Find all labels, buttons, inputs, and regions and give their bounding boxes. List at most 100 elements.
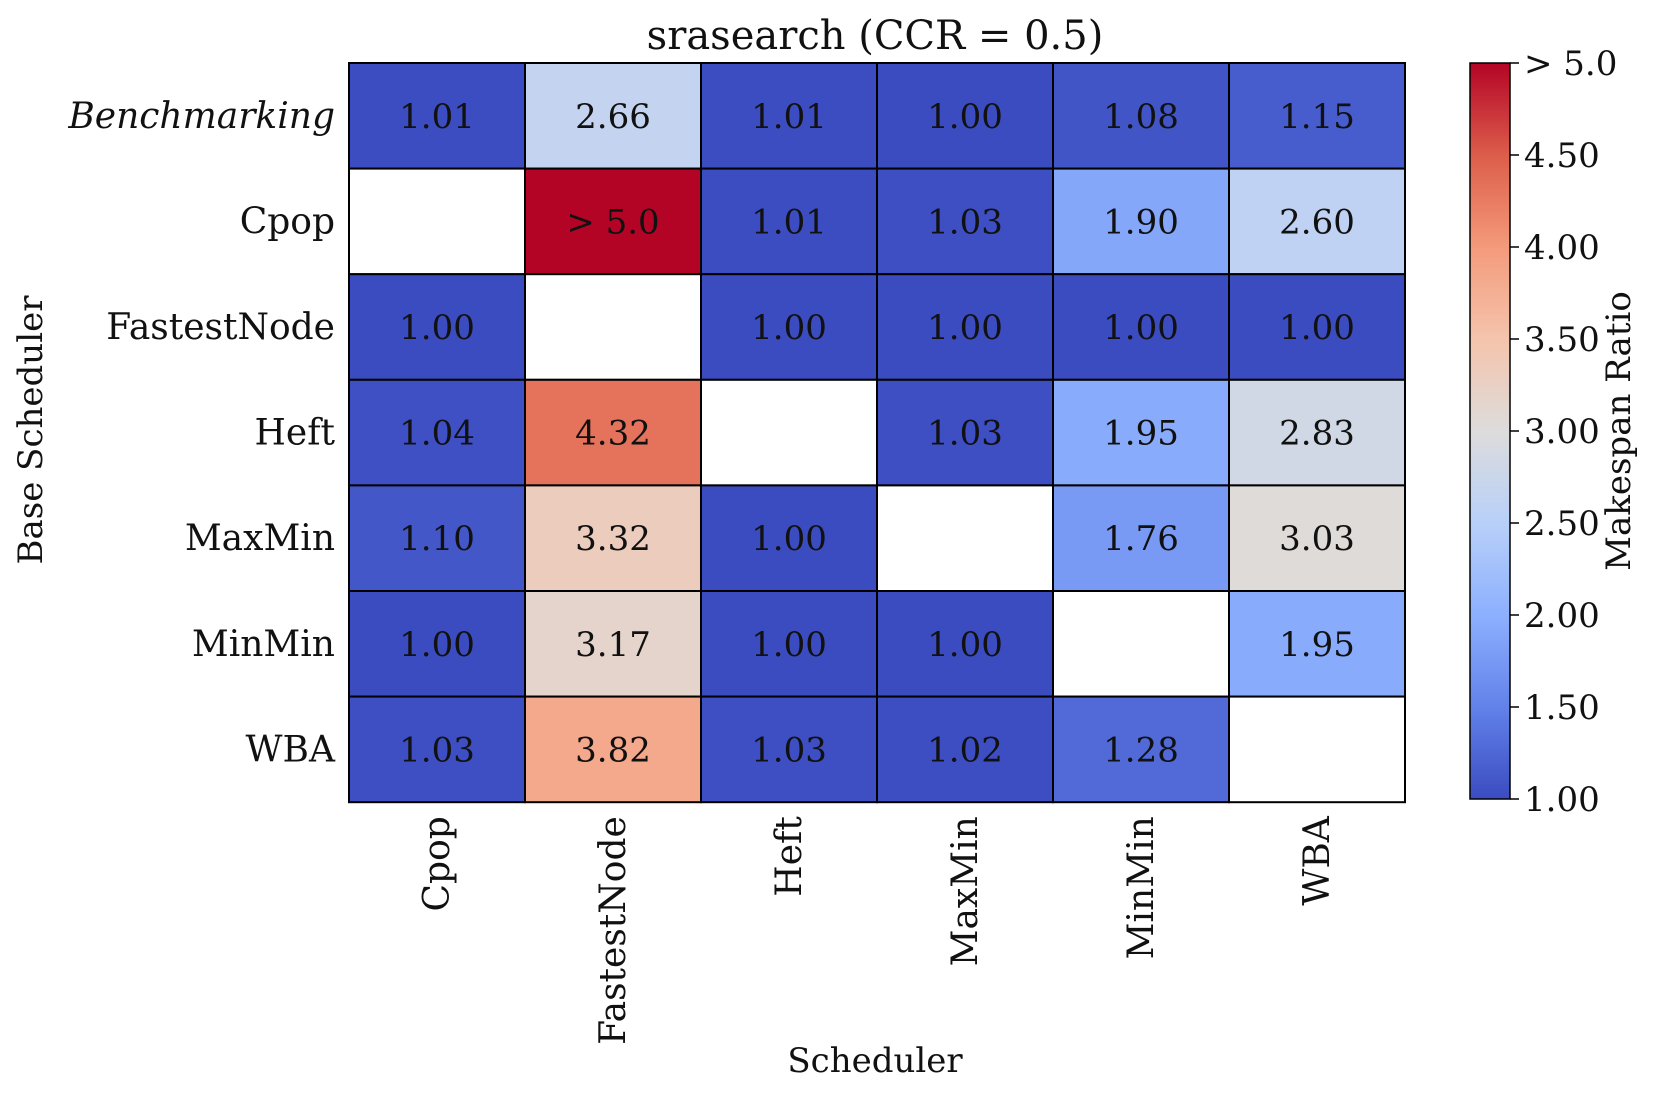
heatmap-cell-heft-minmin (1052, 378, 1230, 487)
cell-value-label: 1.01 (399, 97, 475, 137)
x-tick-labels: Cpop FastestNode Heft MaxMin MinMin WBA (417, 815, 1338, 1045)
colorbar-label: Makespan Ratio (1599, 291, 1639, 571)
colorbar-tick-label: 2.50 (1524, 504, 1600, 544)
heatmap-cell-fastestnode-cpop (348, 273, 526, 381)
cell-value-label: 2.66 (575, 97, 651, 137)
colorbar-tick-label: 1.50 (1524, 688, 1600, 728)
cell-value-label: 1.00 (927, 97, 1003, 137)
heatmap-cell-benchmarking-maxmin (876, 62, 1054, 170)
chart-title: srasearch (CCR = 0.5) (647, 13, 1104, 59)
cell-value-label: 1.28 (1103, 730, 1179, 770)
heatmap-cell-minmin-heft (700, 590, 878, 698)
x-tick-label: MaxMin (945, 816, 986, 966)
heatmap-cell-labels: 1.01 2.66 1.01 1.00 1.08 1.15 > 5.0 1.01 1.03 1.9… (399, 97, 1355, 771)
colorbar-tick-label: 3.50 (1524, 320, 1600, 360)
heatmap-cell-heft-fastestnode (524, 378, 702, 487)
cell-value-label: 1.03 (751, 730, 827, 770)
y-tick-label: FastestNode (106, 307, 335, 348)
x-axis-label: Scheduler (787, 1041, 963, 1081)
y-tick-label: Cpop (240, 201, 335, 242)
x-tick-label: WBA (1297, 815, 1338, 905)
heatmap-cell-wba-heft (700, 695, 878, 804)
heatmap-cell-cpop-wba (1228, 167, 1406, 276)
cell-value-label: 1.02 (927, 730, 1003, 770)
cell-value-label: 1.95 (1103, 414, 1179, 454)
y-tick-labels: Benchmarking Cpop FastestNode Heft MaxMin Min… (67, 96, 336, 771)
heatmap-cell-minmin-wba (1228, 590, 1406, 698)
cell-value-label: 1.03 (927, 202, 1003, 242)
heatmap-cell-heft-heft (700, 378, 878, 487)
cell-value-label: 2.60 (1279, 202, 1355, 242)
y-tick-label: Heft (255, 413, 336, 454)
x-tick-label: MinMin (1121, 816, 1162, 959)
y-tick-label: MinMin (192, 624, 335, 665)
heatmap-cell-maxmin-wba (1228, 484, 1406, 592)
x-tick-label: Cpop (417, 816, 458, 911)
cell-value-label: 1.01 (751, 202, 827, 242)
cell-value-label: 1.00 (927, 308, 1003, 348)
cell-value-label: 1.00 (751, 625, 827, 665)
heatmap-cell-benchmarking-heft (700, 62, 878, 170)
cell-value-label: > 5.0 (566, 202, 659, 242)
cell-value-label: 1.00 (927, 625, 1003, 665)
cell-value-label: 3.17 (575, 625, 651, 665)
heatmap-cell-minmin-cpop (348, 590, 526, 698)
heatmap-cell-heft-maxmin (876, 378, 1054, 487)
cell-value-label: 1.00 (399, 625, 475, 665)
heatmap-cell-minmin-minmin (1052, 590, 1230, 698)
colorbar-tick-label: 3.00 (1524, 412, 1600, 452)
y-tick-label: Benchmarking (67, 96, 335, 137)
heatmap-cell-fastestnode-fastestnode (524, 273, 702, 381)
heatmap-cells (348, 62, 1406, 804)
colorbar-ticks: 1.00 1.50 2.00 2.50 3.00 3.50 4.00 4.50 > 5.0 (1510, 44, 1617, 820)
cell-value-label: 1.00 (1279, 308, 1355, 348)
x-tick-label: FastestNode (593, 816, 634, 1045)
heatmap-cell-cpop-cpop (348, 167, 526, 276)
cell-value-label: 1.00 (751, 308, 827, 348)
cell-value-label: 1.15 (1279, 97, 1355, 137)
cell-value-label: 1.08 (1103, 97, 1179, 137)
cell-value-label: 2.83 (1279, 414, 1355, 454)
colorbar (1469, 62, 1511, 800)
cell-value-label: 1.01 (751, 97, 827, 137)
colorbar-tick-label: > 5.0 (1524, 44, 1617, 84)
cell-value-label: 3.03 (1279, 519, 1355, 559)
heatmap-cell-wba-minmin (1052, 695, 1230, 804)
heatmap-cell-fastestnode-maxmin (876, 273, 1054, 381)
heatmap-cell-minmin-fastestnode (524, 590, 702, 698)
cell-value-label: 1.00 (1103, 308, 1179, 348)
y-tick-label: WBA (246, 729, 336, 770)
heatmap-cell-maxmin-cpop (348, 484, 526, 592)
cell-value-label: 1.04 (399, 414, 475, 454)
cell-value-label: 1.10 (399, 519, 475, 559)
heatmap-cell-benchmarking-wba (1228, 62, 1406, 170)
colorbar-tick-label: 4.00 (1524, 228, 1600, 268)
colorbar-tick-label: 1.00 (1524, 780, 1600, 820)
y-tick-label: MaxMin (185, 518, 335, 559)
cell-value-label: 3.82 (575, 730, 651, 770)
colorbar-tick-label: 2.00 (1524, 596, 1600, 636)
heatmap-cell-maxmin-maxmin (876, 484, 1054, 592)
cell-value-label: 1.76 (1103, 519, 1179, 559)
heatmap-cell-heft-wba (1228, 378, 1406, 487)
cell-value-label: 1.95 (1279, 625, 1355, 665)
heatmap-cell-maxmin-fastestnode (524, 484, 702, 592)
heatmap-cell-benchmarking-fastestnode (524, 62, 702, 170)
heatmap-cell-maxmin-minmin (1052, 484, 1230, 592)
cell-value-label: 1.00 (399, 308, 475, 348)
x-tick-label: Heft (769, 816, 810, 897)
heatmap-cell-heft-cpop (348, 378, 526, 487)
cell-value-label: 1.90 (1103, 202, 1179, 242)
heatmap-cell-cpop-heft (700, 167, 878, 276)
heatmap-cell-cpop-minmin (1052, 167, 1230, 276)
cell-value-label: 1.03 (927, 414, 1003, 454)
heatmap-cell-wba-maxmin (876, 695, 1054, 804)
cell-value-label: 1.00 (751, 519, 827, 559)
heatmap-cell-benchmarking-cpop (348, 62, 526, 170)
cell-value-label: 4.32 (575, 414, 651, 454)
colorbar-tick-label: 4.50 (1524, 136, 1600, 176)
y-axis-label: Base Scheduler (11, 295, 51, 565)
heatmap-cell-fastestnode-wba (1228, 273, 1406, 381)
